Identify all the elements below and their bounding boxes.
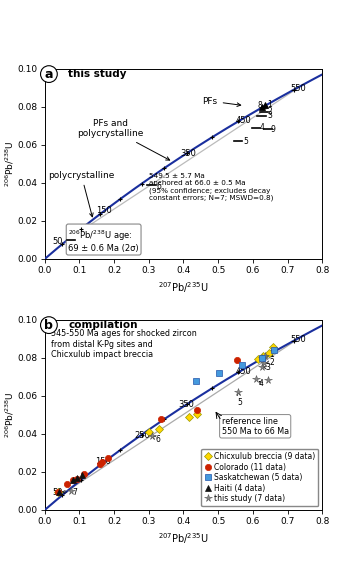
Text: 5: 5 <box>237 393 242 407</box>
Text: 6: 6 <box>152 435 160 444</box>
Text: 450: 450 <box>236 116 252 125</box>
Text: PFs: PFs <box>203 97 241 107</box>
Text: 550: 550 <box>290 335 306 344</box>
Text: 1: 1 <box>266 350 274 359</box>
Text: 7: 7 <box>73 236 78 245</box>
Text: 545-550 Ma ages for shocked zircon
from distal K-Pg sites and
Chicxulub impact b: 545-550 Ma ages for shocked zircon from … <box>51 329 197 359</box>
Text: PFs and
polycrystalline: PFs and polycrystalline <box>77 119 170 160</box>
Text: 350: 350 <box>178 400 194 409</box>
Text: 150: 150 <box>95 457 111 466</box>
Text: 2: 2 <box>267 107 272 116</box>
X-axis label: $^{207}$Pb/$^{235}$U: $^{207}$Pb/$^{235}$U <box>158 532 209 546</box>
Text: 250: 250 <box>134 431 150 440</box>
Text: polycrystalline: polycrystalline <box>48 171 115 217</box>
Text: 150: 150 <box>96 206 112 215</box>
Text: 350: 350 <box>180 149 196 158</box>
Text: 550: 550 <box>290 84 306 93</box>
Text: 3: 3 <box>263 363 270 372</box>
Text: 6: 6 <box>156 182 161 191</box>
Text: 5: 5 <box>243 137 248 146</box>
Text: 8: 8 <box>257 101 262 111</box>
Y-axis label: $^{206}$Pb/$^{238}$U: $^{206}$Pb/$^{238}$U <box>4 391 16 438</box>
Text: 4: 4 <box>259 379 264 388</box>
Text: 450: 450 <box>236 367 252 376</box>
Text: 7: 7 <box>62 488 77 497</box>
Text: 9: 9 <box>271 125 276 134</box>
Text: 50: 50 <box>52 488 63 497</box>
Text: 3: 3 <box>267 111 272 120</box>
Text: 2: 2 <box>266 358 274 367</box>
Text: 4: 4 <box>260 123 265 132</box>
Text: b: b <box>44 319 53 332</box>
Text: compilation: compilation <box>68 320 138 331</box>
Text: this study: this study <box>68 69 127 80</box>
Text: 50: 50 <box>52 237 63 246</box>
Text: $^{206}$Pb/$^{238}$U age:
69 ± 0.6 Ma (2σ): $^{206}$Pb/$^{238}$U age: 69 ± 0.6 Ma (2… <box>68 228 139 253</box>
Text: 1: 1 <box>267 100 272 109</box>
Text: reference line
550 Ma to 66 Ma: reference line 550 Ma to 66 Ma <box>222 417 289 436</box>
Y-axis label: $^{206}$Pb/$^{238}$U: $^{206}$Pb/$^{238}$U <box>4 140 16 187</box>
Text: a: a <box>45 68 53 81</box>
Text: 549.5 ± 5.7 Ma
anchored at 66.0 ± 0.5 Ma
(95% confidence; excludes decay
constan: 549.5 ± 5.7 Ma anchored at 66.0 ± 0.5 Ma… <box>149 174 273 201</box>
Legend: Chicxulub breccia (9 data), Colorado (11 data), Saskatchewan (5 data), Haiti (4 : Chicxulub breccia (9 data), Colorado (11… <box>201 449 318 506</box>
X-axis label: $^{207}$Pb/$^{235}$U: $^{207}$Pb/$^{235}$U <box>158 280 209 295</box>
